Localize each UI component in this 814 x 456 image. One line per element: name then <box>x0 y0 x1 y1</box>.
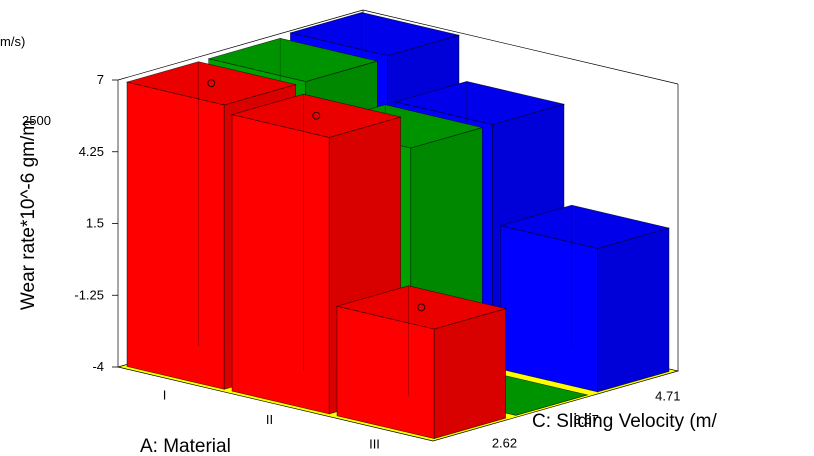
z-tick-label: 4.25 <box>79 144 104 159</box>
bar-face-top <box>125 61 297 106</box>
design-point-marker <box>417 303 426 312</box>
bar-face-left <box>126 81 225 390</box>
y-axis-title: C: Sliding Velocity (m/ <box>532 411 718 432</box>
chart-bars <box>125 12 671 439</box>
bar-III-2.62 <box>335 285 507 439</box>
bar-face-front <box>597 227 670 393</box>
frame-line <box>117 9 364 81</box>
bar-III-4.71 <box>499 204 671 393</box>
z-tick-label: 1.5 <box>86 216 104 231</box>
z-tick-label: -1.25 <box>74 287 104 302</box>
x-tick-label: I <box>163 387 167 402</box>
bar-face-top <box>335 285 507 330</box>
z-axis-title: Wear rate*10^-6 gm/m <box>18 120 39 310</box>
bar-face-top <box>499 204 671 249</box>
x-tick-label: II <box>266 412 273 427</box>
z-tick-label: -4 <box>92 359 104 374</box>
bar-face-left <box>231 114 330 415</box>
bar-face-top <box>230 93 402 138</box>
design-point-marker <box>207 79 216 88</box>
x-tick-label: III <box>369 437 380 452</box>
bar-face-left <box>500 225 598 393</box>
z-tick-label: 7 <box>97 72 104 87</box>
bar-face-top <box>289 12 461 56</box>
bar-face-front <box>433 308 506 439</box>
design-point-marker <box>312 111 321 120</box>
bar-face-top <box>207 37 379 82</box>
overlap-text: 2500 <box>22 113 51 128</box>
y-tick-label: 4.71 <box>655 389 680 404</box>
bar-face-left <box>336 305 435 439</box>
chart-labels: m/s) Wear rate*10^-6 gm/m 2500 A: Materi… <box>0 34 718 456</box>
bar-face-top <box>394 81 566 125</box>
frame-line <box>362 9 679 85</box>
x-axis-title: A: Material <box>140 436 231 456</box>
y-tick-label: 3.67 <box>574 412 599 427</box>
top-left-text: m/s) <box>0 34 25 49</box>
y-tick-label: 2.62 <box>492 435 517 450</box>
